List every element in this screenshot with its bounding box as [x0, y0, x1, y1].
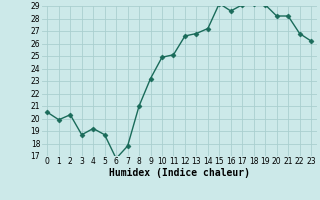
X-axis label: Humidex (Indice chaleur): Humidex (Indice chaleur)	[109, 168, 250, 178]
